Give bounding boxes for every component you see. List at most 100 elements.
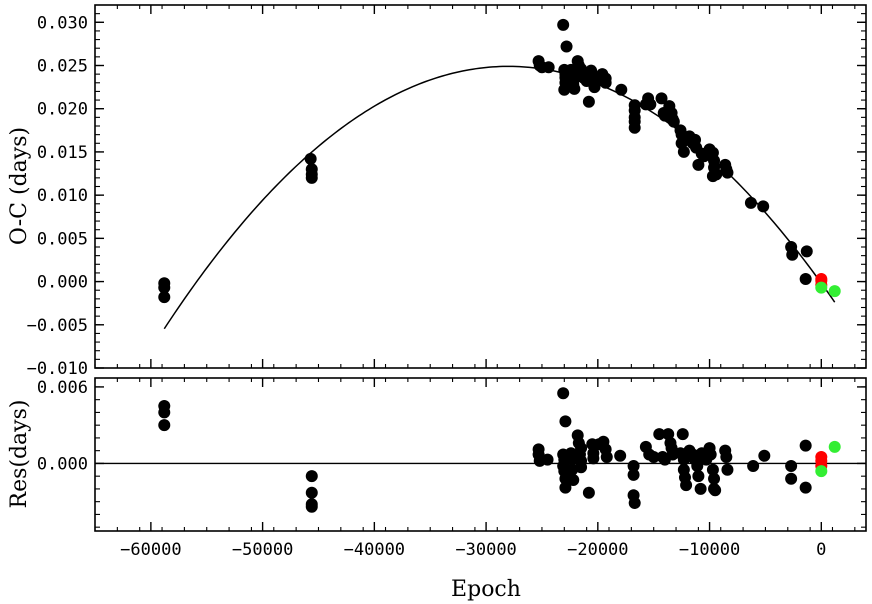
oc-point-black: [304, 152, 317, 165]
oc-point-black: [615, 83, 628, 96]
epoch-tick-label: −50000: [232, 540, 293, 560]
oc-panel: 0.030 0.025 0.020 0.015 0.010 0.005 0.000 −0.00…: [7, 4, 867, 379]
res-point-black: [694, 482, 707, 495]
res-point-black: [704, 448, 717, 461]
res-point-black: [677, 453, 690, 466]
oc-y-tick-label: 0.030: [37, 13, 88, 33]
res-point-black: [691, 459, 704, 472]
oc-point-black: [677, 145, 690, 158]
res-point-black: [709, 484, 722, 497]
oc-y-tick-label: −0.005: [27, 316, 88, 336]
oc-point-black: [692, 158, 705, 171]
oc-point-black: [644, 98, 657, 111]
oc-plot-frame: [94, 4, 867, 369]
res-y-tick-label: 0.006: [37, 378, 88, 398]
res-point-black: [747, 459, 760, 472]
oc-point-black: [305, 171, 318, 184]
residual-plot-frame: [94, 377, 867, 532]
oc-point-green: [815, 281, 828, 294]
oc-point-black: [582, 95, 595, 108]
res-point-black: [627, 459, 640, 472]
oc-point-black: [158, 291, 171, 304]
oc-y-tick-label: 0.025: [37, 57, 88, 77]
epoch-tick-label: −20000: [567, 540, 628, 560]
res-point-black: [721, 463, 734, 476]
res-point-black: [559, 481, 572, 494]
res-point-green: [828, 440, 841, 453]
res-point-black: [647, 451, 660, 464]
res-point-black: [557, 387, 570, 400]
oc-y-tick-label: 0.005: [37, 229, 88, 249]
res-point-black: [692, 470, 705, 483]
res-point-black: [627, 468, 640, 481]
oc-point-black: [599, 76, 612, 89]
res-point-black: [158, 406, 171, 419]
oc-point-green: [828, 285, 841, 298]
oc-point-black: [799, 272, 812, 285]
res-point-black: [628, 496, 641, 509]
fit-curve-line: [163, 65, 836, 330]
epoch-x-axis-title: Epoch: [451, 577, 521, 602]
oc-point-black: [800, 245, 813, 258]
oc-point-black: [757, 200, 770, 213]
res-point-black: [680, 479, 693, 492]
res-point-black: [600, 451, 613, 464]
oc-y-axis: 0.030 0.025 0.020 0.015 0.010 0.005 0.000 −0.00…: [27, 5, 866, 379]
res-point-black: [785, 459, 798, 472]
oc-y-tick-label: 0.020: [37, 100, 88, 120]
res-point-black: [758, 449, 771, 462]
res-point-black: [305, 500, 318, 513]
epoch-tick-label: −40000: [344, 540, 405, 560]
res-point-black: [305, 486, 318, 499]
oc-point-black: [744, 196, 757, 209]
epoch-tick-label: −10000: [679, 540, 740, 560]
oc-point-black: [710, 168, 723, 181]
res-y-tick-label: 0.000: [37, 454, 88, 474]
res-point-black: [541, 453, 554, 466]
oc-point-black: [786, 248, 799, 261]
res-point-black: [785, 472, 798, 485]
res-point-black: [706, 463, 719, 476]
res-point-green: [815, 465, 828, 478]
res-point-black: [305, 470, 318, 483]
res-point-black: [158, 419, 171, 432]
oc-y-axis-title: O-C (days): [7, 127, 32, 245]
residual-data-points: [158, 387, 841, 513]
res-point-black: [614, 449, 627, 462]
oc-point-black: [667, 115, 680, 128]
oc-y-tick-label: −0.010: [27, 359, 88, 379]
res-point-black: [799, 481, 812, 494]
epoch-tick-label: −60000: [120, 540, 181, 560]
residual-panel: 0.006 0.000 −60000 −50000 −40000 −30000 −2000…: [7, 377, 867, 602]
oc-point-black: [560, 40, 573, 53]
oc-data-points: [158, 18, 841, 304]
res-point-black: [559, 415, 572, 428]
res-point-black: [799, 439, 812, 452]
res-point-black: [708, 472, 721, 485]
oc-point-black: [628, 121, 641, 134]
res-point-black: [676, 428, 689, 441]
oc-point-black: [158, 281, 171, 294]
oc-point-black: [542, 61, 555, 74]
res-point-black: [720, 451, 733, 464]
epoch-x-axis: −60000 −50000 −40000 −30000 −20000 −10000 0: [94, 378, 856, 560]
oc-y-tick-label: 0.015: [37, 143, 88, 163]
oc-point-black: [558, 83, 571, 96]
res-point-black: [653, 428, 666, 441]
oc-point-black: [557, 18, 570, 31]
res-point-black: [567, 474, 580, 486]
epoch-tick-label: 0: [816, 540, 826, 560]
epoch-tick-label: −30000: [455, 540, 516, 560]
res-point-black: [587, 452, 600, 465]
oc-point-black: [655, 92, 668, 105]
quadratic-fit-curve: [163, 65, 836, 330]
oc-y-tick-label: 0.010: [37, 186, 88, 206]
oc-point-black: [721, 166, 734, 179]
oc-point-black: [568, 82, 581, 95]
oc-y-tick-label: 0.000: [37, 273, 88, 293]
residual-y-axis: 0.006 0.000: [37, 378, 866, 528]
residual-y-axis-title: Res(days): [7, 400, 32, 509]
res-point-black: [582, 486, 595, 499]
res-point-black: [575, 461, 588, 474]
